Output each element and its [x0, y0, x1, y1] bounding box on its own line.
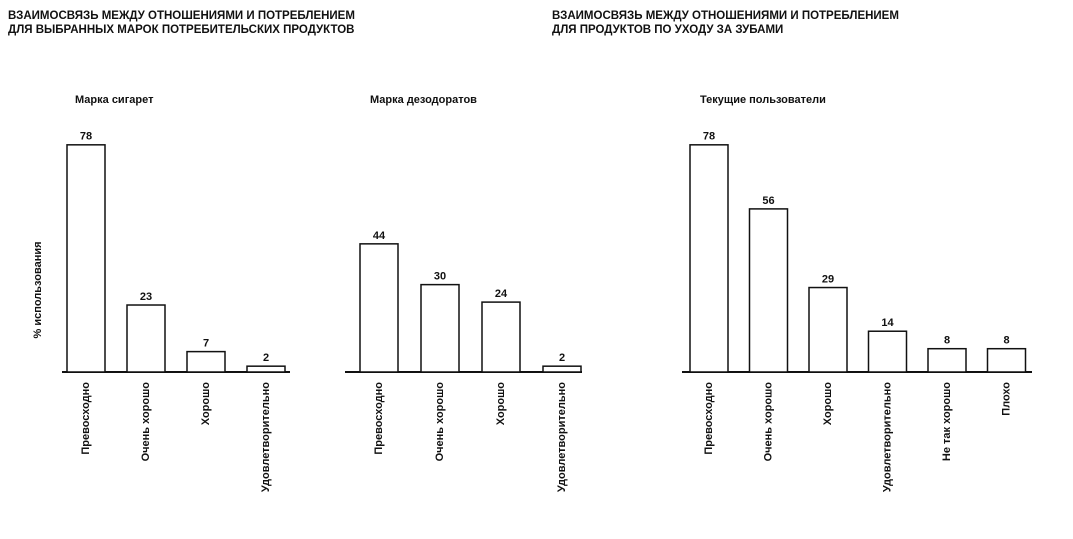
bar: [748, 208, 789, 373]
x-tick-label: Хорошо: [200, 382, 212, 426]
value-label: 24: [495, 288, 508, 300]
value-label: 2: [263, 352, 269, 364]
x-tick-label: Хорошо: [495, 382, 507, 426]
bar: [867, 330, 908, 373]
value-label: 8: [1003, 335, 1009, 347]
value-label: 44: [373, 230, 386, 242]
x-tick-label: Превосходно: [703, 382, 715, 455]
value-label: 29: [822, 273, 834, 285]
x-tick-label: Удовлетворительно: [260, 382, 272, 492]
bar: [66, 144, 106, 373]
bar: [927, 347, 967, 373]
x-tick-label: Очень хорошо: [140, 382, 152, 462]
x-tick-label: Очень хорошо: [434, 382, 446, 462]
chart-title: Марка сигарет: [75, 94, 154, 106]
header-line: ВЗАИМОСВЯЗЬ МЕЖДУ ОТНОШЕНИЯМИ И ПОТРЕБЛЕ…: [552, 10, 899, 22]
value-label: 78: [80, 131, 92, 143]
header-line: ДЛЯ ВЫБРАННЫХ МАРОК ПОТРЕБИТЕЛЬСКИХ ПРОД…: [8, 24, 354, 36]
value-label: 14: [881, 317, 894, 329]
bar: [126, 304, 166, 373]
x-tick-label: Превосходно: [373, 382, 385, 455]
value-label: 7: [203, 338, 209, 350]
value-label: 8: [944, 335, 950, 347]
bar: [246, 365, 286, 373]
bar: [808, 286, 848, 373]
chart-title: Марка дезодоратов: [370, 94, 477, 106]
bar: [986, 347, 1027, 373]
bar: [542, 365, 582, 373]
bar: [481, 301, 521, 373]
bar: [186, 350, 226, 373]
x-tick-label: Удовлетворительно: [881, 382, 893, 492]
value-label: 30: [434, 271, 446, 283]
chart-title: Текущие пользователи: [700, 94, 826, 106]
y-axis-label: % использования: [32, 241, 44, 338]
bar: [420, 283, 460, 373]
value-label: 78: [703, 131, 715, 143]
x-tick-label: Хорошо: [822, 382, 834, 426]
header-line: ДЛЯ ПРОДУКТОВ ПО УХОДУ ЗА ЗУБАМИ: [552, 24, 783, 36]
x-tick-label: Превосходно: [80, 382, 92, 455]
x-tick-label: Плохо: [1000, 382, 1012, 416]
value-label: 23: [140, 291, 152, 303]
value-label: 2: [559, 352, 565, 364]
x-tick-label: Не так хорошо: [941, 382, 953, 461]
bar: [359, 243, 399, 373]
header-line: ВЗАИМОСВЯЗЬ МЕЖДУ ОТНОШЕНИЯМИ И ПОТРЕБЛЕ…: [8, 10, 355, 22]
x-tick-label: Очень хорошо: [762, 382, 774, 462]
bar: [689, 144, 729, 373]
x-tick-label: Удовлетворительно: [556, 382, 568, 492]
value-label: 56: [762, 195, 774, 207]
